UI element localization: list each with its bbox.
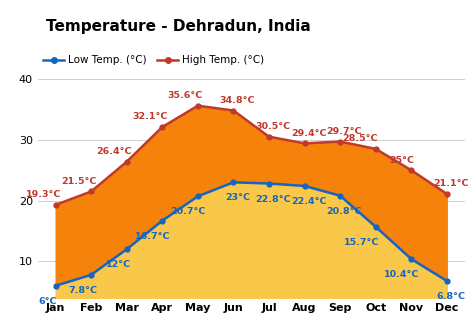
Text: 20.8°C: 20.8°C	[327, 207, 362, 216]
Line: Low Temp. (°C): Low Temp. (°C)	[53, 180, 449, 288]
High Temp. (°C)	[230, 109, 236, 113]
Text: 21.5°C: 21.5°C	[61, 177, 96, 186]
High Temp. (°C)	[53, 203, 59, 207]
Text: 26.4°C: 26.4°C	[97, 147, 132, 156]
Low Temp. (°C)	[230, 180, 236, 184]
Low Temp. (°C)	[266, 181, 272, 185]
Low Temp. (°C)	[124, 247, 129, 251]
Text: 28.5°C: 28.5°C	[343, 134, 378, 143]
High Temp. (°C)	[124, 160, 129, 164]
Low Temp. (°C)	[337, 194, 343, 198]
Low Temp. (°C)	[88, 273, 94, 277]
Text: 10.4°C: 10.4°C	[384, 270, 419, 279]
High Temp. (°C)	[444, 192, 449, 196]
High Temp. (°C)	[195, 104, 201, 108]
High Temp. (°C)	[301, 141, 307, 145]
Text: Temperature - Dehradun, India: Temperature - Dehradun, India	[46, 19, 311, 34]
Text: 34.8°C: 34.8°C	[220, 96, 255, 105]
Low Temp. (°C)	[301, 184, 307, 188]
Text: 12°C: 12°C	[106, 260, 131, 269]
Legend: Low Temp. (°C), High Temp. (°C): Low Temp. (°C), High Temp. (°C)	[43, 55, 264, 65]
Text: 19.3°C: 19.3°C	[26, 190, 61, 199]
Low Temp. (°C)	[53, 284, 59, 288]
Text: 22.4°C: 22.4°C	[291, 197, 327, 206]
Low Temp. (°C)	[159, 219, 165, 223]
Low Temp. (°C)	[444, 279, 449, 283]
Text: 32.1°C: 32.1°C	[132, 113, 167, 121]
High Temp. (°C)	[408, 168, 414, 172]
Text: 6°C: 6°C	[38, 297, 56, 306]
Text: 22.8°C: 22.8°C	[255, 195, 291, 204]
Low Temp. (°C)	[408, 257, 414, 261]
Text: 7.8°C: 7.8°C	[68, 286, 98, 295]
Text: 15.7°C: 15.7°C	[344, 238, 380, 247]
Low Temp. (°C)	[373, 225, 378, 229]
High Temp. (°C)	[337, 140, 343, 144]
Text: 29.4°C: 29.4°C	[291, 129, 327, 138]
Text: 35.6°C: 35.6°C	[168, 91, 203, 100]
Low Temp. (°C)	[195, 194, 201, 198]
Line: High Temp. (°C): High Temp. (°C)	[53, 103, 449, 207]
High Temp. (°C)	[159, 125, 165, 129]
Text: 30.5°C: 30.5°C	[255, 122, 291, 131]
Text: 16.7°C: 16.7°C	[135, 232, 170, 241]
High Temp. (°C)	[88, 189, 94, 193]
Text: 20.7°C: 20.7°C	[171, 208, 206, 216]
Text: 21.1°C: 21.1°C	[433, 179, 469, 188]
Text: 6.8°C: 6.8°C	[437, 292, 465, 301]
Text: 29.7°C: 29.7°C	[327, 127, 362, 136]
High Temp. (°C)	[266, 135, 272, 139]
Text: 25°C: 25°C	[389, 156, 414, 165]
High Temp. (°C)	[373, 147, 378, 151]
Text: 23°C: 23°C	[225, 193, 250, 203]
